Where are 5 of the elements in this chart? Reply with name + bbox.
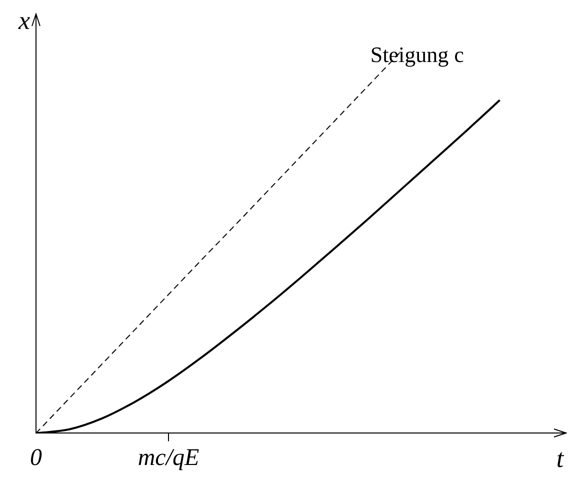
x-tick-label: mc/qE [138,444,200,471]
x-axis-title: t [556,444,564,474]
y-axis-title: x [17,6,30,35]
x-tick-label: 0 [30,444,42,471]
series-label: Steigung c [370,42,464,67]
